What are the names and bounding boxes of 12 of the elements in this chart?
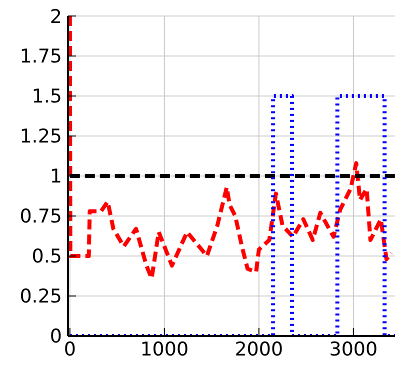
y-tick-label: 2 — [50, 6, 62, 28]
y-tick-label: 0.25 — [20, 286, 62, 308]
x-tick-label: 3000 — [329, 338, 378, 360]
x-tick-label: 0 — [64, 338, 76, 360]
x-tick-label: 2000 — [234, 338, 284, 360]
x-tick-label: 1000 — [140, 338, 189, 360]
y-tick-label: 1.5 — [32, 86, 62, 108]
y-tick-label: 0.75 — [20, 206, 62, 228]
y-tick-label: 1 — [50, 166, 62, 188]
y-tick-label: 1.75 — [20, 46, 62, 68]
y-tick-label: 1.25 — [20, 126, 62, 148]
y-tick-label: 0.5 — [32, 246, 62, 268]
